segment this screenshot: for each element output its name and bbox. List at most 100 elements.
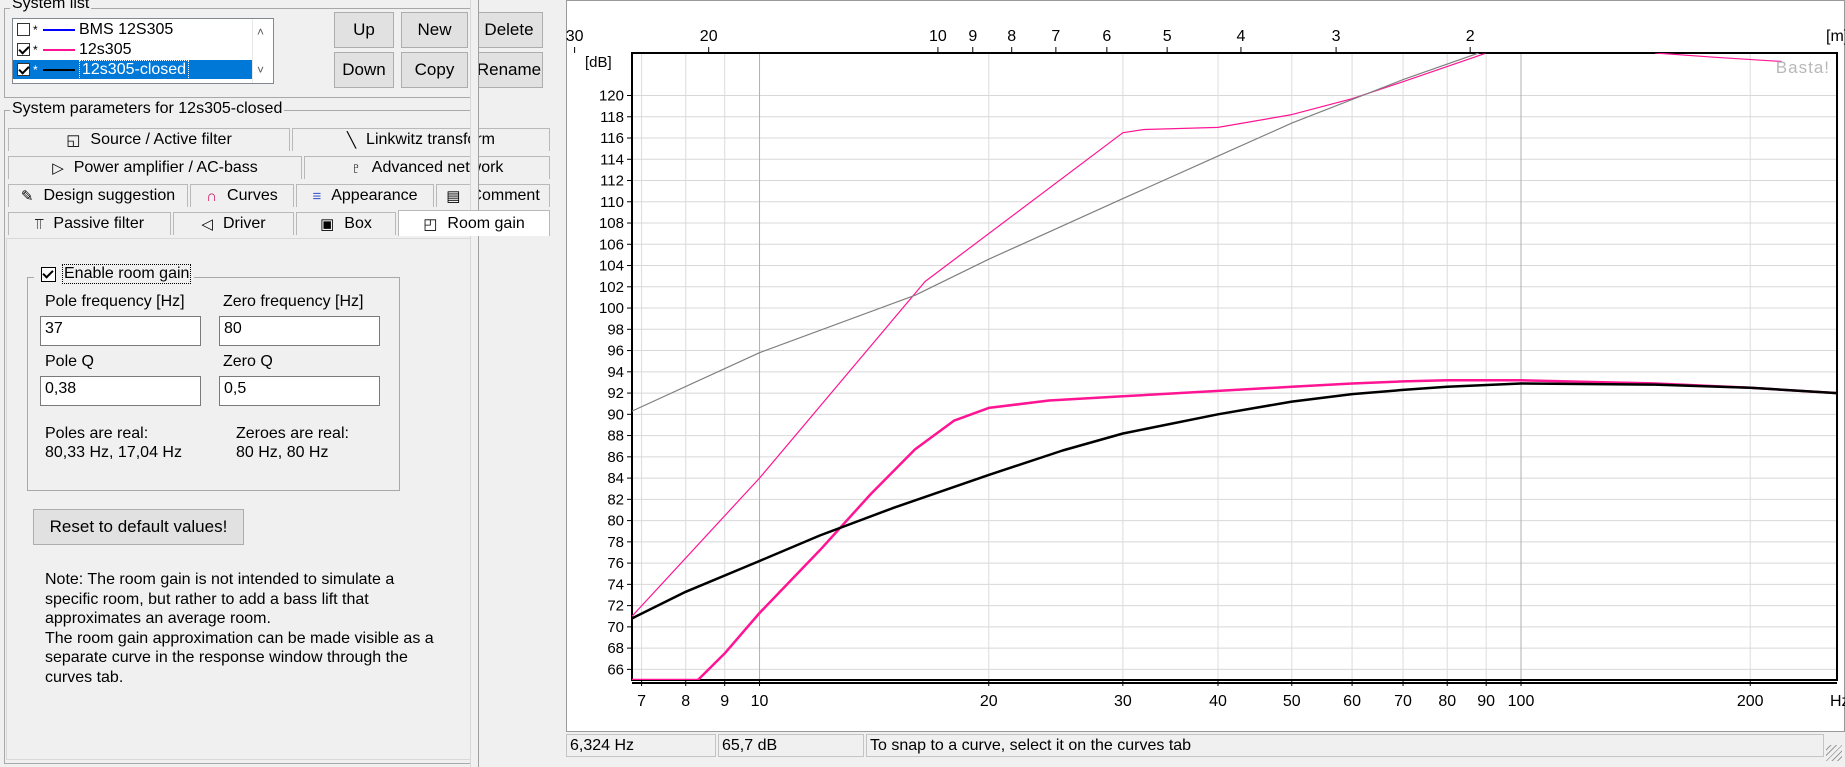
passive-filter-icon: ⫪ [34, 215, 44, 233]
x-tick-label: 70 [1394, 693, 1412, 710]
amplifier-icon: ▷ [52, 160, 64, 177]
tab-label: Curves [227, 187, 278, 204]
y-tick-label: 120 [599, 88, 624, 105]
system-name-label: BMS 12S305 [79, 20, 174, 38]
tab-driver[interactable]: ◁ Driver [173, 212, 294, 235]
enable-room-gain-checkbox[interactable]: Enable room gain [34, 264, 195, 284]
x-tick-label: 7 [637, 693, 646, 710]
series-line [632, 382, 1837, 620]
system-list-item[interactable]: * 12s305-closed [13, 59, 253, 80]
status-level: 65,7 dB [718, 734, 864, 757]
zero-q-input[interactable]: 0,5 [219, 376, 380, 406]
pole-q-label: Pole Q [45, 353, 94, 370]
resize-grip-icon[interactable] [1826, 745, 1842, 761]
tab-curves[interactable]: ∩ Curves [190, 184, 294, 207]
system-list-item[interactable]: * BMS 12S305 [13, 20, 253, 39]
tab-label: Advanced network [371, 159, 504, 176]
watermark: Basta! [1776, 58, 1830, 77]
tab-label: Box [344, 215, 372, 232]
system-params-title: System parameters for 12s305-closed [10, 100, 285, 118]
zero-frequency-input[interactable]: 80 [219, 316, 380, 346]
tab-label: Passive filter [53, 215, 145, 232]
top-axis-unit: [m] [1826, 28, 1845, 45]
system-list-scrollbar[interactable]: ˄ ˅ [252, 19, 273, 83]
y-tick-label: 112 [600, 173, 624, 190]
note-line: specific room, but rather to add a bass … [45, 590, 369, 608]
zero-q-label: Zero Q [223, 353, 273, 370]
system-visible-checkbox[interactable] [17, 63, 30, 76]
tab-label: Driver [222, 215, 266, 232]
up-button[interactable]: Up [334, 12, 394, 48]
modified-marker: * [33, 62, 38, 77]
zeroes-title: Zeroes are real: [236, 425, 349, 442]
y-tick-label: 88 [607, 428, 624, 445]
tab-linkwitz-transform[interactable]: ╲ Linkwitz transform [292, 128, 550, 151]
tab-comment[interactable]: ▤ Comment [436, 184, 550, 207]
poles-title: Poles are real: [45, 425, 149, 442]
y-tick-label: 110 [600, 194, 624, 211]
tab-design-suggestion[interactable]: ✎ Design suggestion [8, 184, 188, 207]
y-tick-label: 80 [607, 513, 624, 530]
system-visible-checkbox[interactable] [17, 23, 30, 36]
checkbox-enable-icon[interactable] [41, 266, 56, 282]
tab-advanced-network[interactable]: ♇ Advanced network [304, 156, 550, 179]
system-name-label: 12s305-closed [79, 59, 190, 80]
new-button[interactable]: New [401, 12, 468, 48]
driver-icon: ◁ [201, 216, 213, 233]
pole-frequency-label: Pole frequency [Hz] [45, 293, 185, 310]
top-tick-label: 3 [1332, 28, 1341, 45]
appearance-icon: ≡ [312, 187, 322, 205]
y-tick-label: 84 [607, 470, 624, 487]
y-tick-label: 78 [607, 534, 624, 551]
x-tick-label: 50 [1283, 693, 1301, 710]
y-tick-label: 90 [607, 406, 624, 423]
down-button[interactable]: Down [334, 52, 394, 88]
box-icon: ▣ [320, 216, 335, 233]
x-tick-label: 9 [720, 693, 729, 710]
response-chart[interactable]: 66 68 70 72 74 76 78 80 82 84 86 88 90 92 94 96 98 100 102… [566, 0, 1845, 732]
response-chart-svg[interactable]: 6668707274767880828486889092949698100102… [566, 0, 1845, 732]
reset-defaults-button[interactable]: Reset to default values! [33, 509, 244, 545]
source-filter-icon: ◱ [66, 132, 81, 149]
system-list-title: System list [10, 0, 92, 13]
series-line [1655, 53, 1782, 63]
y-tick-label: 70 [607, 619, 624, 636]
scroll-down-icon[interactable]: ˅ [257, 63, 265, 77]
pole-q-input[interactable]: 0,38 [40, 376, 201, 406]
rename-button[interactable]: Rename [475, 52, 543, 88]
panel-splitter[interactable] [470, 0, 479, 767]
y-tick-label: 94 [607, 364, 624, 381]
tab-power-amplifier-ac-bass[interactable]: ▷ Power amplifier / AC-bass [8, 156, 302, 179]
x-tick-label: 90 [1477, 693, 1495, 710]
tab-source-active-filter[interactable]: ◱ Source / Active filter [8, 128, 290, 151]
x-tick-label: 20 [980, 693, 998, 710]
y-tick-label: 98 [607, 321, 624, 338]
linkwitz-icon: ╲ [347, 132, 357, 149]
tab-passive-filter[interactable]: ⫪ Passive filter [8, 212, 171, 235]
curve-color-swatch [43, 28, 75, 31]
tab-label: Linkwitz transform [366, 131, 495, 148]
y-tick-label: 76 [607, 555, 624, 572]
x-tick-label: 200 [1737, 693, 1764, 710]
tab-label: Comment [470, 187, 540, 204]
comment-icon: ▤ [446, 188, 461, 205]
y-tick-label: 68 [607, 640, 624, 657]
tab-label: Room gain [447, 214, 525, 232]
note-line: curves tab. [45, 668, 124, 686]
system-list-item[interactable]: * 12s305 [13, 40, 253, 59]
tab-box[interactable]: ▣ Box [296, 212, 396, 235]
modified-marker: * [33, 42, 38, 57]
copy-button[interactable]: Copy [401, 52, 468, 88]
curves-icon: ∩ [206, 187, 218, 205]
pole-frequency-input[interactable]: 37 [40, 316, 201, 346]
scroll-up-icon[interactable]: ˄ [257, 25, 265, 39]
delete-button[interactable]: Delete [475, 12, 543, 48]
system-listbox[interactable]: * BMS 12S305 * 12s305 * 12s305-closed ˄ ˅ [12, 18, 274, 84]
tab-appearance[interactable]: ≡ Appearance [296, 184, 434, 207]
system-visible-checkbox[interactable] [17, 43, 30, 56]
x-tick-label: 30 [1114, 693, 1132, 710]
zero-frequency-label: Zero frequency [Hz] [223, 293, 364, 310]
top-tick-label: 8 [1007, 28, 1016, 45]
tab-room-gain[interactable]: ◰ Room gain [398, 210, 550, 236]
x-tick-label: 100 [1508, 693, 1535, 710]
